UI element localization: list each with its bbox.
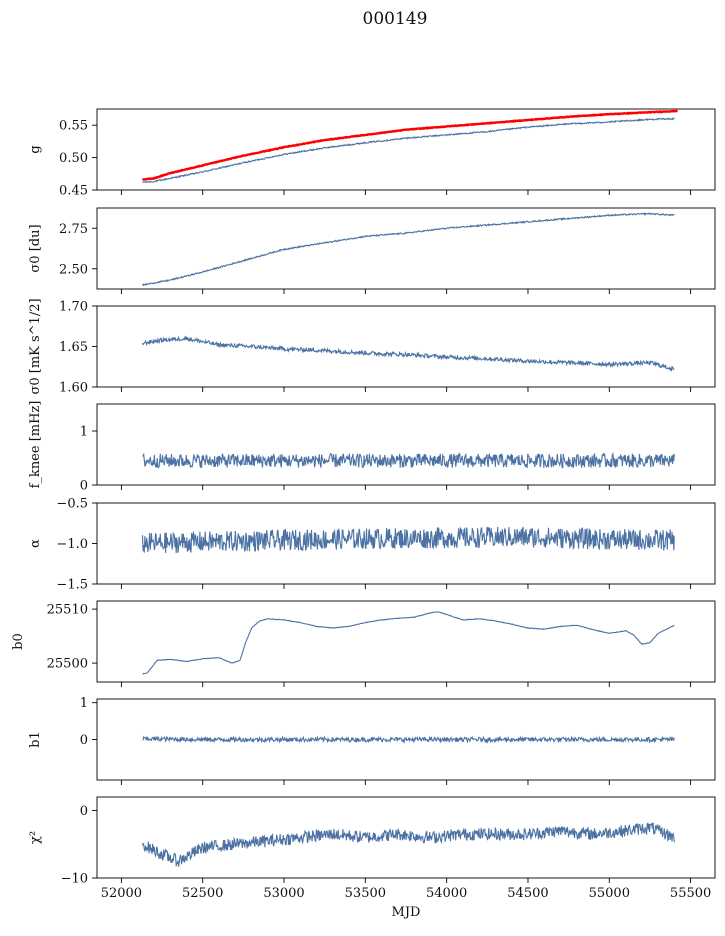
x-tick-label: 53500: [345, 886, 386, 901]
y-tick-label: 0.45: [59, 184, 88, 199]
series-line-sigma0-du-0: [142, 212, 675, 287]
panel-g: 0.45 0.50 0.55 g: [28, 108, 716, 199]
y-tick-label: −1.5: [56, 578, 88, 593]
y-tick-label: 1.65: [59, 340, 88, 355]
x-tick-label: 55000: [589, 886, 630, 901]
axes-frame-g: [96, 108, 716, 191]
y-tick-label: 0.55: [59, 119, 88, 134]
series-line-g-0: [142, 117, 675, 184]
y-tick-label: 0: [80, 733, 88, 748]
y-tick-label: 2.50: [59, 262, 88, 277]
y-tick-label: 0: [80, 479, 88, 494]
axes-frame-b0: [96, 600, 716, 683]
y-axis-label-sigma0-du: σ0 [du]: [28, 224, 43, 272]
axes-frame-chi2: [96, 796, 716, 879]
panel-b1: 0 1 b1: [28, 696, 716, 785]
panel-chi2: −10 0 52000 52500 53000 53500 54000 54500 55000 5…: [28, 796, 716, 920]
x-tick-label: 55500: [670, 886, 711, 901]
y-axis-label-b0: b0: [11, 633, 26, 650]
y-axis-label-chi2: χ²: [28, 831, 43, 844]
y-tick-label: 1.70: [59, 300, 88, 315]
y-tick-label: 25500: [47, 657, 88, 672]
panel-sigma0-du: 2.50 2.75 σ0 [du]: [28, 207, 716, 294]
y-axis-label-g: g: [28, 145, 43, 153]
x-tick-label: 53000: [263, 886, 304, 901]
x-axis-label: MJD: [392, 905, 421, 920]
y-tick-label: 1.60: [59, 381, 88, 396]
panels: 0.45 0.50 0.55 g 2.50 2.75 σ0 [du] 1.60 1.65 1.70…: [11, 108, 716, 920]
axes-frame-sigma0-mk: [96, 305, 716, 388]
axes-frame-sigma0-du: [96, 207, 716, 290]
y-tick-label: 1: [80, 696, 88, 711]
y-tick-label: 0.50: [59, 151, 88, 166]
y-axis-label-fknee: f_knee [mHz]: [28, 401, 43, 489]
series-line-fknee-0: [142, 451, 675, 469]
y-tick-label: −0.5: [56, 497, 88, 512]
y-tick-label: 1: [80, 425, 88, 440]
figure-title: 000149: [363, 9, 428, 29]
panel-sigma0-mk: 1.60 1.65 1.70 σ0 [mK s^1/2]: [28, 298, 716, 396]
y-tick-label: 25510: [47, 603, 88, 618]
y-tick-label: 0: [80, 804, 88, 819]
series-line-b1-0: [142, 735, 675, 744]
x-tick-label: 54000: [426, 886, 467, 901]
panel-b0: 25500 25510 b0: [11, 600, 716, 687]
axes-frame-fknee: [96, 403, 716, 486]
x-tick-label: 52500: [182, 886, 223, 901]
panel-fknee: 0 1 f_knee [mHz]: [28, 401, 716, 494]
panel-alpha: −1.5 −1.0 −0.5 α: [28, 497, 716, 593]
y-tick-label: −1.0: [56, 537, 88, 552]
y-axis-label-b1: b1: [28, 731, 43, 748]
series-line-g-1: [141, 109, 678, 181]
series-line-alpha-0: [141, 526, 675, 554]
series-line-b0-0: [142, 611, 675, 675]
y-tick-label: 2.75: [59, 222, 88, 237]
series-line-chi2-0: [141, 822, 675, 867]
x-tick-label: 54500: [507, 886, 548, 901]
y-axis-label-alpha: α: [28, 539, 43, 548]
series-line-sigma0-mk-0: [142, 335, 675, 373]
y-axis-label-sigma0-mk: σ0 [mK s^1/2]: [28, 298, 43, 394]
y-tick-label: −10: [61, 872, 88, 887]
x-tick-label: 52000: [101, 886, 142, 901]
